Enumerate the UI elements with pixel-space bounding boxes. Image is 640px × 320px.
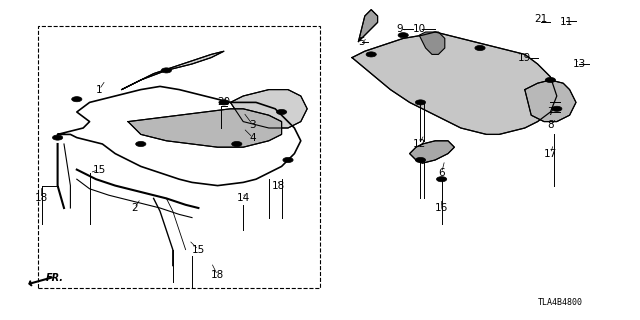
Circle shape bbox=[136, 141, 146, 147]
Text: 18: 18 bbox=[211, 270, 224, 280]
Polygon shape bbox=[419, 32, 445, 54]
Circle shape bbox=[52, 135, 63, 140]
Circle shape bbox=[366, 52, 376, 57]
Circle shape bbox=[415, 100, 426, 105]
Text: 17: 17 bbox=[544, 148, 557, 159]
Text: 12: 12 bbox=[413, 139, 426, 149]
Text: 18: 18 bbox=[272, 180, 285, 191]
Text: 13: 13 bbox=[573, 59, 586, 69]
Text: 8: 8 bbox=[547, 120, 554, 130]
Polygon shape bbox=[122, 51, 224, 90]
Text: 3: 3 bbox=[250, 120, 256, 130]
Text: 2: 2 bbox=[131, 203, 138, 213]
Circle shape bbox=[283, 157, 293, 163]
Text: 14: 14 bbox=[237, 193, 250, 204]
Circle shape bbox=[219, 100, 229, 105]
Text: 21: 21 bbox=[534, 14, 547, 24]
Polygon shape bbox=[410, 141, 454, 163]
Polygon shape bbox=[230, 90, 307, 128]
Text: 18: 18 bbox=[35, 193, 48, 204]
Polygon shape bbox=[358, 10, 378, 42]
Text: 7: 7 bbox=[547, 107, 554, 117]
Circle shape bbox=[436, 177, 447, 182]
Circle shape bbox=[161, 68, 172, 73]
Circle shape bbox=[276, 109, 287, 115]
Text: FR.: FR. bbox=[46, 273, 64, 284]
Text: 10: 10 bbox=[413, 24, 426, 34]
Circle shape bbox=[545, 77, 556, 83]
Text: 19: 19 bbox=[518, 52, 531, 63]
Circle shape bbox=[232, 141, 242, 147]
Polygon shape bbox=[128, 109, 282, 147]
Text: 16: 16 bbox=[435, 203, 448, 213]
Text: 9: 9 bbox=[397, 24, 403, 34]
Text: 15: 15 bbox=[93, 164, 106, 175]
Text: 15: 15 bbox=[192, 244, 205, 255]
Polygon shape bbox=[525, 80, 576, 122]
Text: 20: 20 bbox=[218, 97, 230, 108]
Text: 6: 6 bbox=[438, 168, 445, 178]
Circle shape bbox=[475, 45, 485, 51]
Text: TLA4B4800: TLA4B4800 bbox=[538, 298, 582, 307]
Text: 5: 5 bbox=[358, 36, 365, 47]
Circle shape bbox=[552, 106, 562, 111]
Text: 1: 1 bbox=[96, 84, 102, 95]
Polygon shape bbox=[352, 32, 557, 134]
Text: 4: 4 bbox=[250, 132, 256, 143]
Circle shape bbox=[415, 157, 426, 163]
Text: 11: 11 bbox=[560, 17, 573, 28]
Circle shape bbox=[72, 97, 82, 102]
Circle shape bbox=[398, 33, 408, 38]
